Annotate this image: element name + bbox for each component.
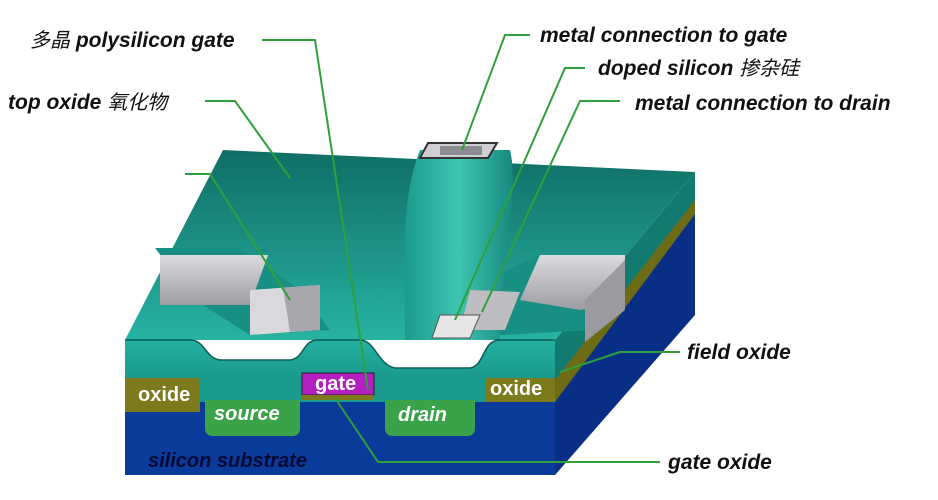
- callout-metal-drain: metal connection to drain: [635, 92, 891, 115]
- callout-top-oxide-cn: 氧化物: [107, 90, 168, 114]
- substrate-side: [555, 212, 695, 475]
- gate-oxide-layer: [302, 395, 374, 400]
- substrate-label: silicon substrate: [148, 450, 307, 472]
- leader-doped-silicon: [454, 67, 585, 321]
- leader-gate-oxide: [334, 397, 660, 463]
- drain-label: drain: [398, 404, 447, 426]
- callout-poly-gate-en: polysilicon gate: [75, 29, 235, 52]
- callout-poly-gate: 多晶 polysilicon gate: [30, 30, 235, 51]
- leader-metal-gate: [461, 34, 530, 151]
- callout-gate-oxide: gate oxide: [668, 451, 772, 474]
- callout-poly-gate-cn: 多晶: [30, 28, 70, 52]
- leader-poly-gate: [262, 39, 369, 391]
- doped-silicon-patch: [431, 314, 481, 339]
- leader-metal-drain: [481, 100, 620, 313]
- metal-drain-face: [585, 260, 625, 342]
- callout-metal-gate: metal connection to gate: [540, 24, 788, 47]
- leader-metal-left: [185, 173, 291, 301]
- leader-top-oxide: [205, 100, 291, 179]
- callout-doped-silicon-cn: 掺杂硅: [739, 56, 800, 80]
- gate-label: gate: [315, 373, 357, 395]
- callout-top-oxide: top oxide 氧化物: [8, 92, 167, 113]
- leader-field-oxide: [559, 351, 680, 373]
- callout-doped-silicon: doped silicon 掺杂硅: [598, 58, 799, 79]
- oxide-right-label: oxide: [490, 378, 543, 400]
- metal-gate-contact-hole: [440, 146, 482, 155]
- callout-top-oxide-en: top oxide: [8, 91, 102, 114]
- callout-field-oxide: field oxide: [687, 341, 791, 364]
- oxide-left-block: [125, 378, 200, 412]
- drain-well: [385, 400, 475, 436]
- oxide-left-label: oxide: [138, 384, 191, 406]
- callout-doped-silicon-en: doped silicon: [598, 57, 734, 80]
- metal-source-face: [283, 285, 320, 332]
- source-label: source: [214, 403, 280, 425]
- metal-source-top: [160, 255, 268, 305]
- oxide-right-block: [485, 378, 555, 402]
- front-top-edge: [125, 339, 555, 369]
- source-well: [205, 400, 300, 436]
- leader-lines: [185, 34, 680, 463]
